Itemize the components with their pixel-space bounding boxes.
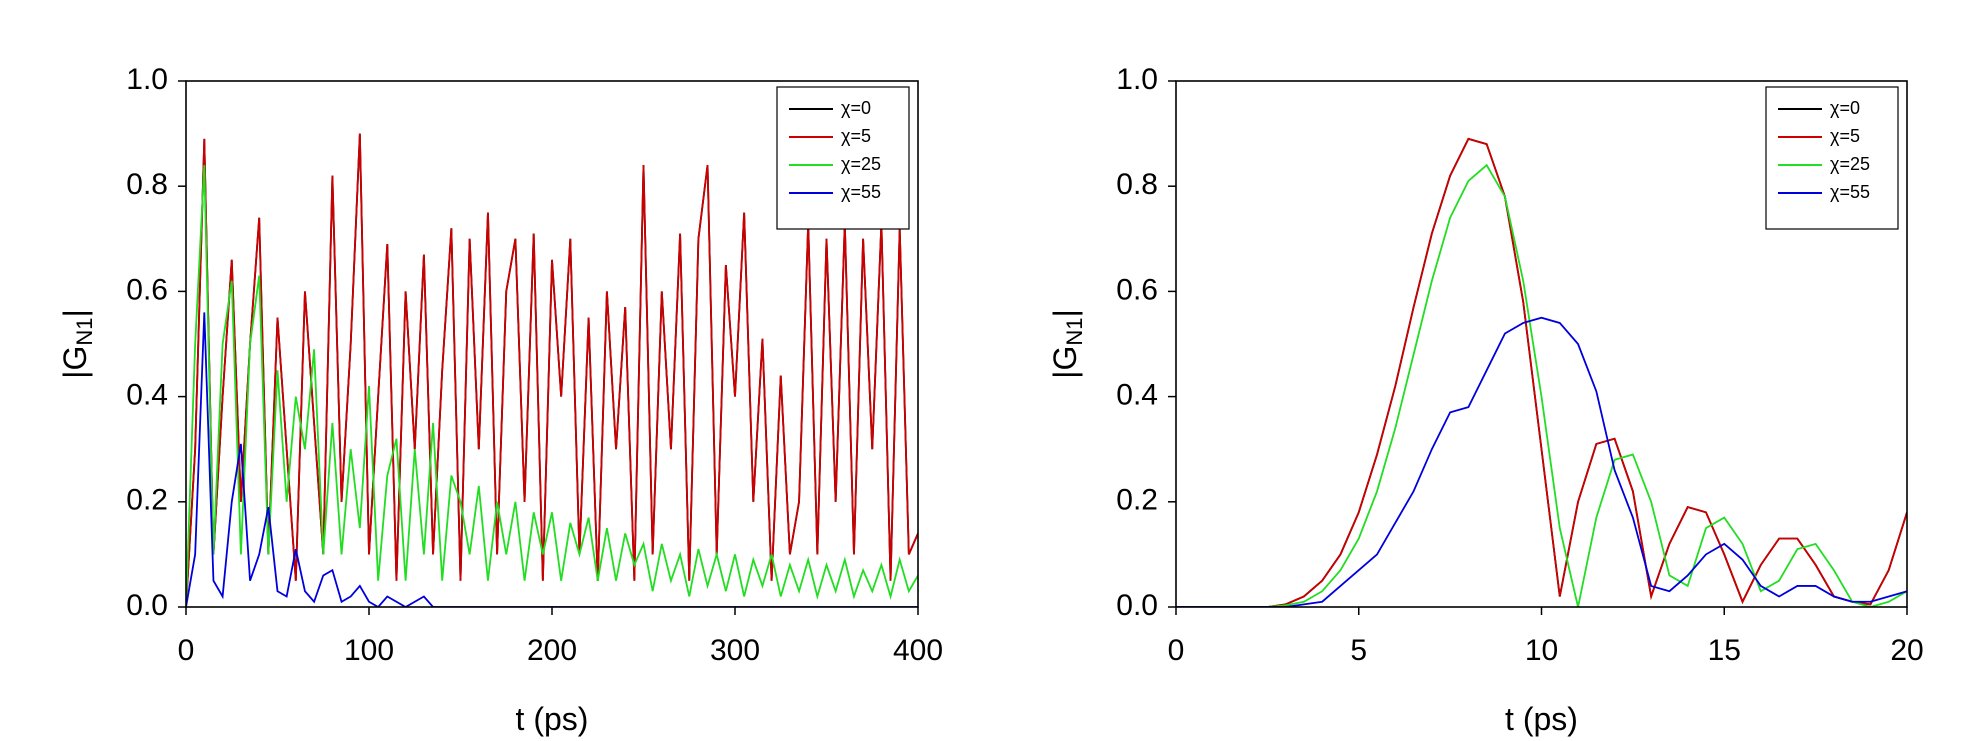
y-axis-label-part: N1 [1062,317,1087,345]
y-tick-label: 0.2 [1116,484,1158,517]
y-tick-label: 0.2 [126,484,168,517]
x-tick-label: 200 [527,634,577,667]
y-tick-label: 1.0 [126,63,168,96]
legend-label: χ=25 [841,154,881,174]
y-tick-label: 0.6 [1116,273,1158,306]
legend-label: χ=5 [1830,126,1860,146]
legend-label: χ=25 [1830,154,1870,174]
legend-box [1765,86,1899,230]
y-tick-label: 0.6 [126,273,168,306]
y-axis-label-part: |G [57,346,93,379]
y-axis-label-part: | [1047,309,1083,317]
chart: 0 5 10 15 20 0.0 0.2 0.4 0.6 0.8 1.0 t (ps) |GN1| χ=0… [1047,63,1924,737]
x-tick-label: 5 [1350,634,1367,667]
series-line [186,312,918,607]
chart: 0 100 200 300 400 0.0 0.2 0.4 0.6 0.8 1.0 t (ps) |GN… [57,63,943,737]
x-axis-label: t (ps) [1505,701,1578,737]
legend-label: χ=55 [1830,182,1870,202]
y-tick-label: 1.0 [1116,63,1158,96]
y-axis-label: |GN1| [57,309,97,379]
series-line [186,133,918,607]
y-tick-label: 0.0 [126,589,168,622]
x-tick-label: 100 [344,634,394,667]
legend-box [776,86,910,230]
x-axis-label: t (ps) [516,701,589,737]
y-axis-label-part: N1 [72,317,97,345]
x-tick-label: 15 [1708,634,1741,667]
x-tick-label: 300 [710,634,760,667]
legend-label: χ=5 [841,126,871,146]
y-tick-label: 0.4 [1116,379,1158,412]
x-tick-label: 0 [178,634,195,667]
legend-label: χ=55 [841,182,881,202]
y-tick-label: 0.8 [126,168,168,201]
y-axis-label-part: | [57,309,93,317]
x-tick-label: 0 [1168,634,1185,667]
y-tick-label: 0.8 [1116,168,1158,201]
legend-label: χ=0 [1830,98,1860,118]
x-tick-label: 20 [1890,634,1923,667]
y-tick-label: 0.4 [126,379,168,412]
series-line [1176,163,1907,607]
x-tick-label: 400 [893,634,943,667]
y-axis-label: |GN1| [1047,309,1087,379]
x-tick-label: 10 [1525,634,1558,667]
y-axis-label-part: |G [1047,346,1083,379]
series-line [186,165,918,607]
legend-label: χ=0 [841,98,871,118]
series-line [1176,137,1907,607]
y-tick-label: 0.0 [1116,589,1158,622]
series-line [1176,316,1907,607]
